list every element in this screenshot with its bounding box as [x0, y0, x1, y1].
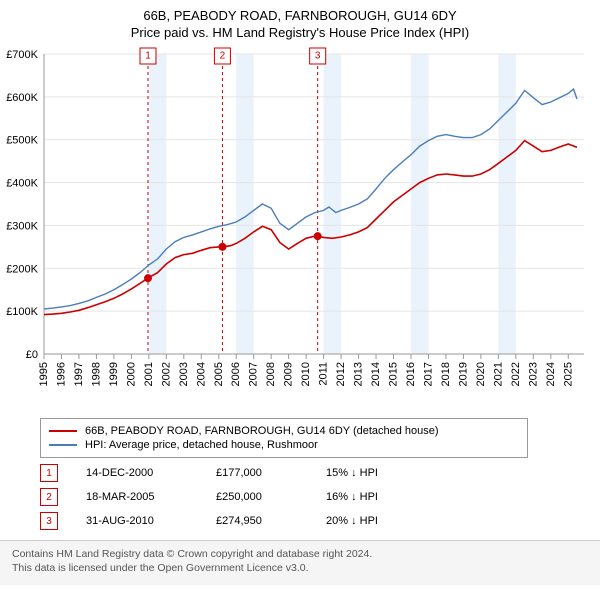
legend-swatch: [49, 430, 77, 432]
svg-text:£300K: £300K: [6, 220, 38, 232]
transaction-row: 3 31-AUG-2010£274,95020% ↓ HPI: [40, 512, 588, 530]
svg-text:£200K: £200K: [6, 263, 38, 275]
title-line-2: Price paid vs. HM Land Registry's House …: [0, 25, 600, 40]
transaction-diff: 20% ↓ HPI: [326, 515, 446, 527]
svg-text:2005: 2005: [213, 362, 225, 386]
transaction-price: £177,000: [216, 467, 326, 479]
footer: Contains HM Land Registry data © Crown c…: [0, 540, 600, 585]
svg-text:1996: 1996: [55, 362, 67, 386]
svg-text:3: 3: [315, 51, 321, 62]
transaction-date: 14-DEC-2000: [86, 467, 216, 479]
svg-text:2: 2: [220, 51, 226, 62]
transaction-marker: 3: [40, 512, 58, 530]
transaction-date: 18-MAR-2005: [86, 491, 216, 503]
transactions-table: 1 14-DEC-2000£177,00015% ↓ HPI 2 18-MAR-200…: [40, 464, 588, 530]
chart-area: £0 £100K £200K £300K £400K £500K £600K £700K 199…: [0, 44, 600, 414]
svg-text:2025: 2025: [562, 362, 574, 386]
legend-label: 66B, PEABODY ROAD, FARNBOROUGH, GU14 6DY…: [85, 425, 439, 437]
svg-text:2006: 2006: [230, 362, 242, 386]
title-line-1: 66B, PEABODY ROAD, FARNBOROUGH, GU14 6DY: [0, 8, 600, 23]
legend-label: HPI: Average price, detached house, Rush…: [85, 439, 318, 451]
svg-text:2017: 2017: [422, 362, 434, 386]
svg-text:2002: 2002: [160, 362, 172, 386]
svg-text:2003: 2003: [178, 362, 190, 386]
footer-line-1: Contains HM Land Registry data © Crown c…: [12, 547, 588, 561]
svg-text:2009: 2009: [283, 362, 295, 386]
svg-text:2019: 2019: [457, 362, 469, 386]
transaction-diff: 16% ↓ HPI: [326, 491, 446, 503]
svg-text:2015: 2015: [388, 362, 400, 386]
svg-text:2024: 2024: [545, 362, 557, 386]
svg-text:2001: 2001: [143, 362, 155, 386]
transaction-row: 1 14-DEC-2000£177,00015% ↓ HPI: [40, 464, 588, 482]
svg-text:£600K: £600K: [6, 92, 38, 104]
svg-text:2023: 2023: [527, 362, 539, 386]
transaction-marker: 1: [40, 464, 58, 482]
transaction-price: £274,950: [216, 515, 326, 527]
svg-text:2010: 2010: [300, 362, 312, 386]
svg-text:£400K: £400K: [6, 178, 38, 190]
svg-text:1995: 1995: [38, 362, 50, 386]
svg-text:2016: 2016: [405, 362, 417, 386]
svg-text:1998: 1998: [90, 362, 102, 386]
svg-text:1997: 1997: [73, 362, 85, 386]
transaction-marker: 2: [40, 488, 58, 506]
transaction-diff: 15% ↓ HPI: [326, 467, 446, 479]
footer-line-2: This data is licensed under the Open Gov…: [12, 561, 588, 575]
svg-text:2000: 2000: [125, 362, 137, 386]
svg-text:1999: 1999: [108, 362, 120, 386]
svg-text:2018: 2018: [440, 362, 452, 386]
transaction-date: 31-AUG-2010: [86, 515, 216, 527]
legend-item: 66B, PEABODY ROAD, FARNBOROUGH, GU14 6DY…: [49, 425, 519, 437]
svg-text:£100K: £100K: [6, 306, 38, 318]
legend-swatch: [49, 444, 77, 446]
legend: 66B, PEABODY ROAD, FARNBOROUGH, GU14 6DY…: [40, 418, 528, 458]
svg-text:2013: 2013: [353, 362, 365, 386]
svg-text:2020: 2020: [475, 362, 487, 386]
svg-text:2021: 2021: [492, 362, 504, 386]
svg-text:£0: £0: [26, 349, 38, 361]
chart-svg: £0 £100K £200K £300K £400K £500K £600K £700K 199…: [0, 44, 600, 414]
svg-text:2004: 2004: [195, 362, 207, 386]
svg-text:£700K: £700K: [6, 49, 38, 61]
chart-title-block: 66B, PEABODY ROAD, FARNBOROUGH, GU14 6DY…: [0, 0, 600, 44]
svg-text:2012: 2012: [335, 362, 347, 386]
transaction-price: £250,000: [216, 491, 326, 503]
svg-text:2008: 2008: [265, 362, 277, 386]
svg-text:£500K: £500K: [6, 135, 38, 147]
legend-item: HPI: Average price, detached house, Rush…: [49, 439, 519, 451]
svg-text:2011: 2011: [318, 362, 330, 386]
svg-text:2022: 2022: [510, 362, 522, 386]
svg-text:2014: 2014: [370, 362, 382, 386]
svg-text:2007: 2007: [248, 362, 260, 386]
transaction-row: 2 18-MAR-2005£250,00016% ↓ HPI: [40, 488, 588, 506]
svg-text:1: 1: [145, 51, 151, 62]
